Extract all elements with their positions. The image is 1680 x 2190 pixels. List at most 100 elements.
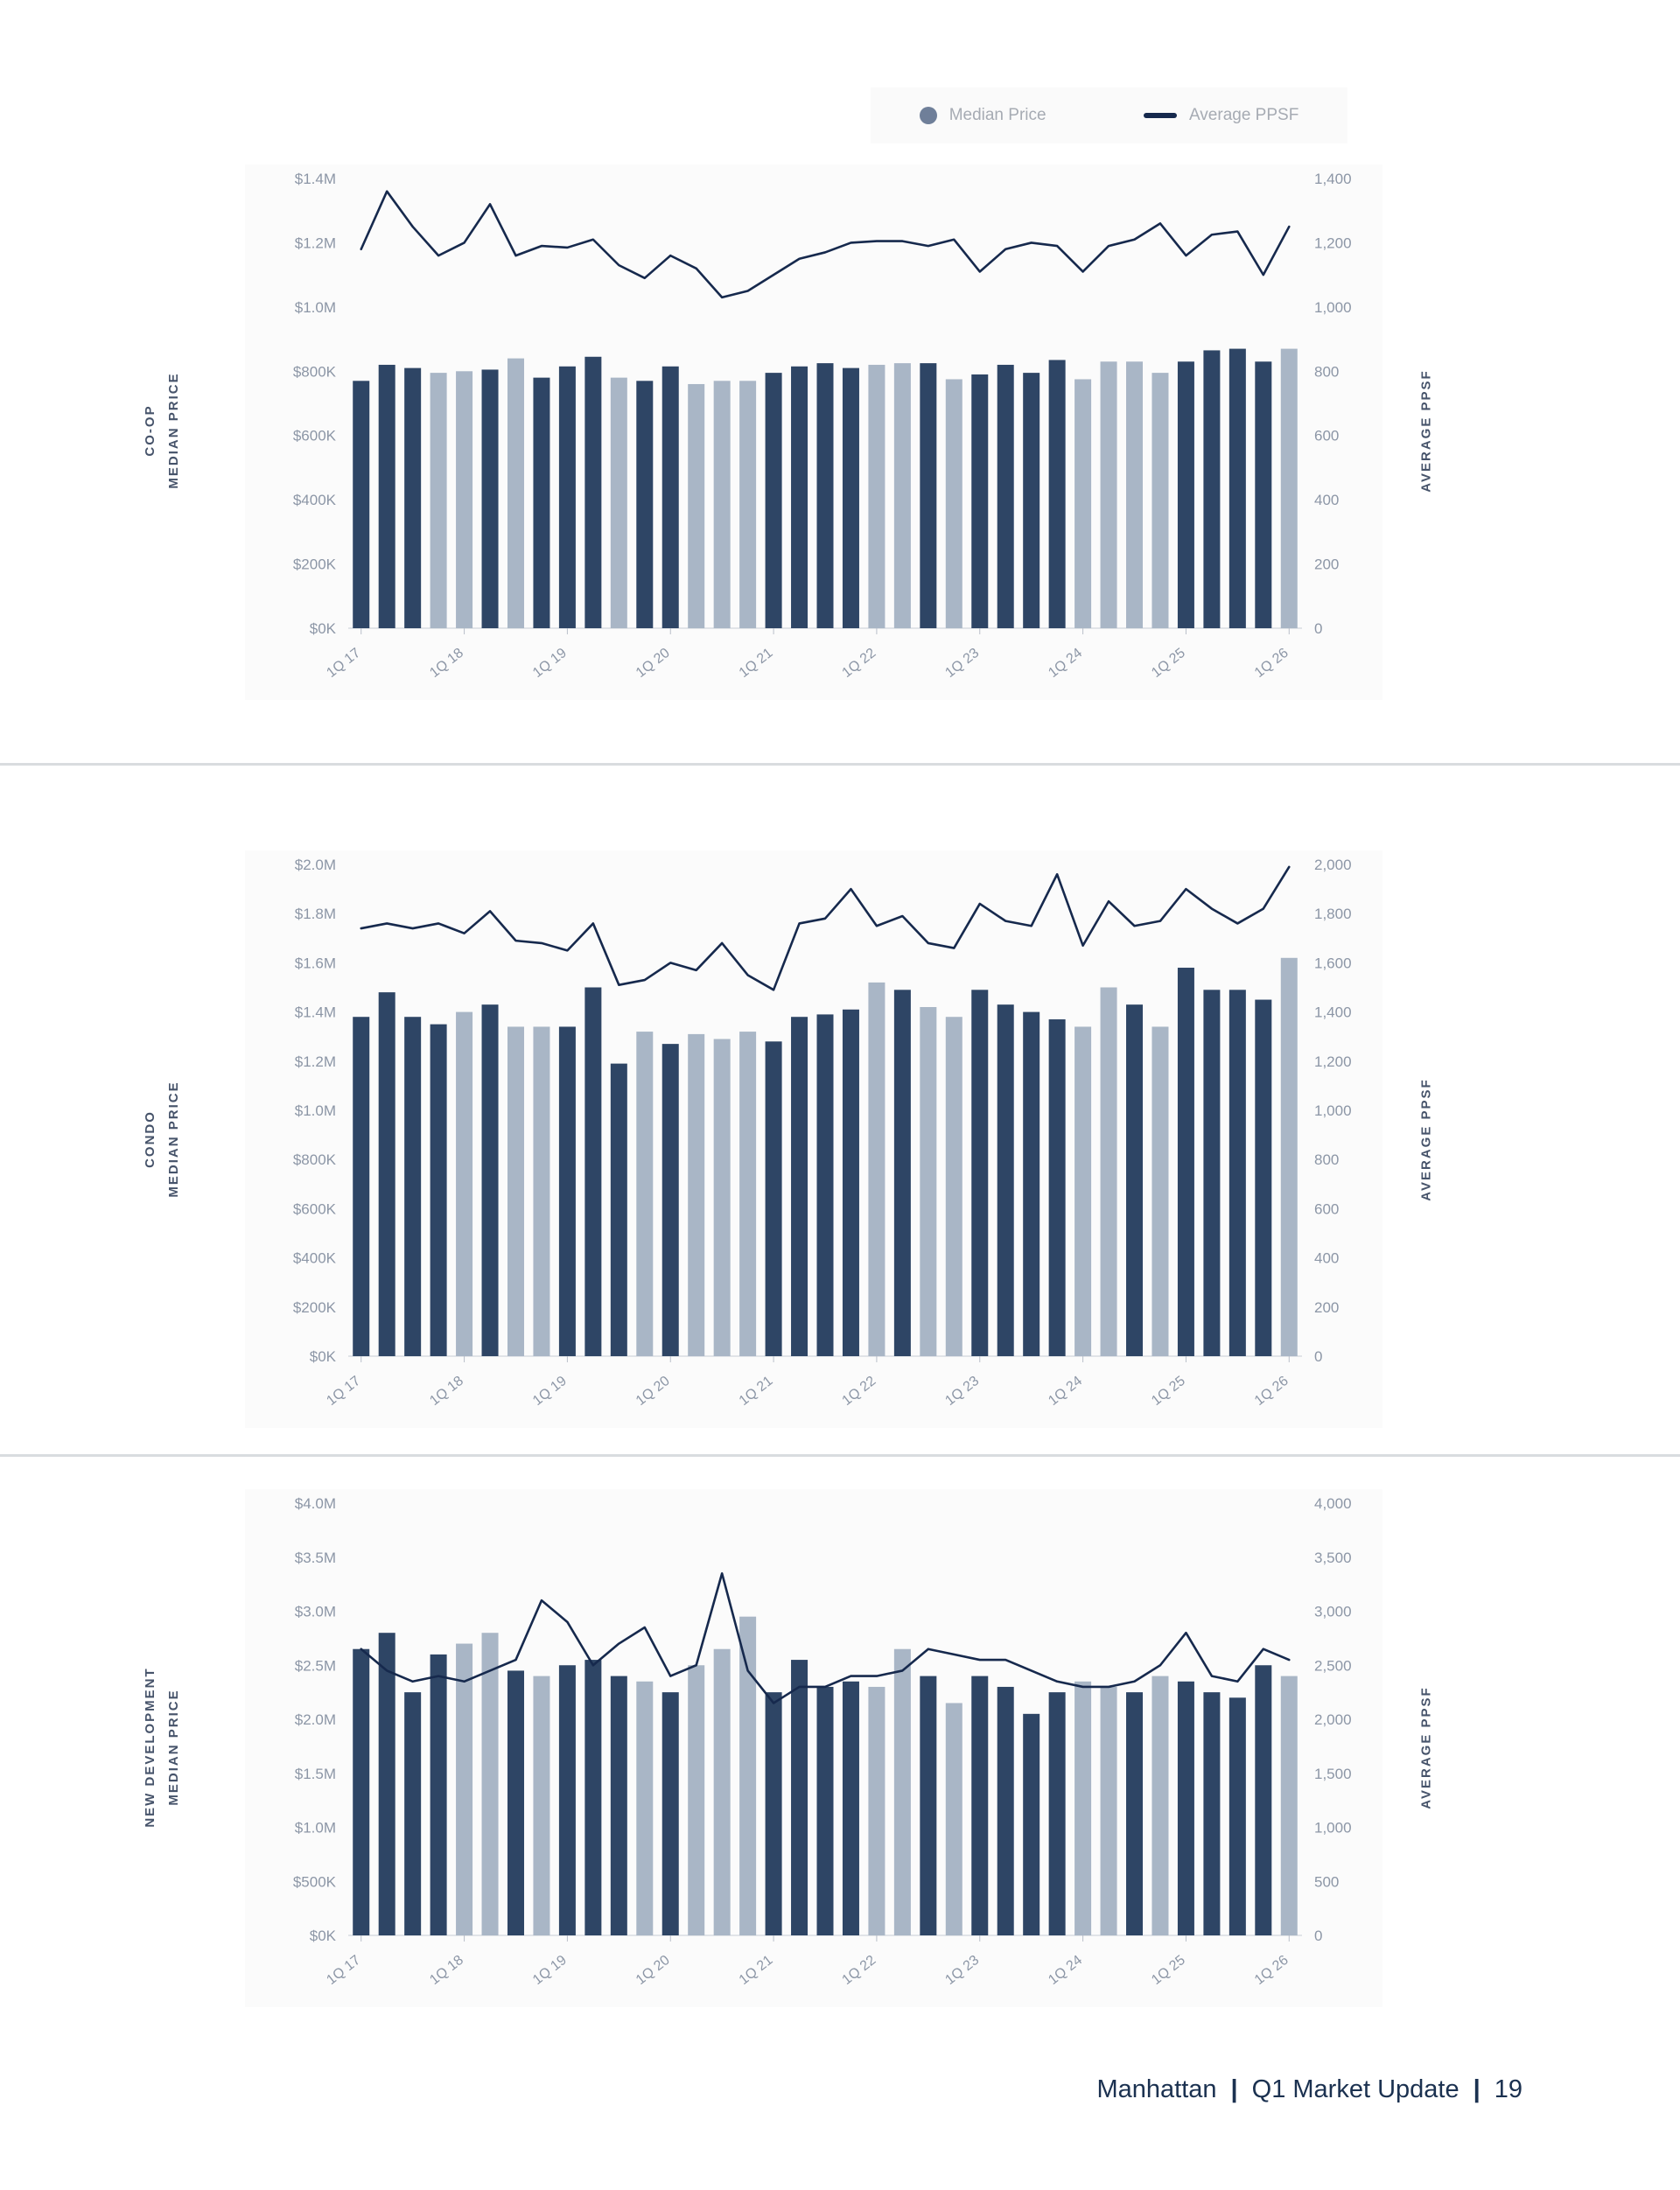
footer-market: Manhattan (1096, 2075, 1217, 2103)
right-axis-tick-label: 1,200 (1314, 1053, 1352, 1070)
condo-section-label: CONDO MEDIAN PRICE (138, 955, 186, 1323)
right-axis-tick-label: 2,500 (1314, 1657, 1352, 1674)
median-price-bar (1280, 348, 1298, 628)
median-price-bar (997, 1686, 1014, 1935)
median-price-bar (765, 1692, 782, 1935)
left-axis-tick-label: $0K (310, 1348, 337, 1365)
left-axis-tick-label: $2.0M (295, 857, 336, 873)
median-price-bar (404, 367, 422, 628)
right-axis-tick-label: 2,000 (1314, 1711, 1352, 1728)
left-axis-tick-label: $1.5M (295, 1766, 336, 1782)
left-axis-tick-label: $1.2M (295, 234, 336, 251)
median-price-bar (1074, 1681, 1092, 1935)
median-price-bar (456, 371, 473, 628)
left-axis-tick-label: $2.5M (295, 1657, 336, 1674)
median-price-bar (610, 377, 627, 628)
median-price-bar (1255, 999, 1272, 1356)
median-price-bar (1177, 1681, 1194, 1935)
median-price-bar (558, 1665, 576, 1935)
right-axis-tick-label: 1,400 (1314, 1004, 1352, 1021)
section-divider-1 (0, 763, 1680, 766)
condo-left-axis-title: MEDIAN PRICE (166, 1081, 181, 1198)
median-price-bar (971, 1676, 989, 1935)
right-axis-tick-label: 4,000 (1314, 1495, 1352, 1512)
median-price-bar (791, 366, 808, 628)
left-axis-tick-label: $4.0M (295, 1495, 336, 1512)
median-price-bar (533, 1676, 550, 1935)
footer-report-title: Q1 Market Update (1251, 2075, 1460, 2103)
median-price-bar (584, 356, 602, 628)
left-axis-tick-label: $3.5M (295, 1550, 336, 1566)
median-price-bar (404, 1692, 422, 1935)
right-axis-tick-label: 3,500 (1314, 1550, 1352, 1566)
median-price-bar (1048, 1019, 1066, 1356)
median-price-bar (1152, 1026, 1169, 1356)
left-axis-tick-label: $3.0M (295, 1604, 336, 1620)
median-price-bar (1203, 990, 1221, 1356)
median-price-bar (816, 1686, 834, 1935)
median-price-bar (1228, 990, 1246, 1356)
median-price-bar (920, 1676, 937, 1935)
median-price-dot-icon (919, 107, 937, 124)
right-axis-tick-label: 500 (1314, 1873, 1339, 1890)
newdev-left-axis-title: MEDIAN PRICE (166, 1689, 181, 1806)
median-price-bar (1152, 1676, 1169, 1935)
left-axis-tick-label: $1.0M (295, 1820, 336, 1837)
left-axis-tick-label: $1.4M (295, 1004, 336, 1021)
median-price-bar (713, 1648, 731, 1935)
newdev-right-axis-title: AVERAGE PPSF (1418, 1686, 1434, 1809)
left-axis-tick-label: $1.0M (295, 1102, 336, 1119)
chart-legend: Median Price Average PPSF (871, 87, 1348, 143)
right-axis-tick-label: 400 (1314, 1250, 1339, 1267)
right-axis-tick-label: 0 (1314, 1928, 1322, 1944)
newdev-right-axis-label: AVERAGE PPSF (1415, 1564, 1438, 1932)
median-price-bar (507, 358, 524, 628)
right-axis-tick-label: 800 (1314, 363, 1339, 380)
median-price-bar (558, 1026, 576, 1356)
median-price-bar (353, 1648, 370, 1935)
median-price-bar (713, 1039, 731, 1356)
median-price-bar (688, 1033, 705, 1356)
median-price-bar (1126, 361, 1144, 628)
right-axis-tick-label: 1,600 (1314, 955, 1352, 971)
median-price-bar (868, 982, 886, 1356)
median-price-bar (1255, 1665, 1272, 1935)
median-price-bar (791, 1660, 808, 1935)
median-price-bar (1100, 361, 1117, 628)
legend-median-price-label: Median Price (948, 106, 1046, 124)
coop-right-axis-title: AVERAGE PPSF (1418, 369, 1434, 493)
right-axis-tick-label: 3,000 (1314, 1604, 1352, 1620)
median-price-bar (533, 1026, 550, 1356)
median-price-bar (1280, 1676, 1298, 1935)
left-axis-tick-label: $0K (310, 620, 337, 637)
footer-separator-2: | (1473, 2075, 1480, 2103)
median-price-bar (920, 363, 937, 628)
median-price-bar (1126, 1004, 1144, 1356)
median-price-bar (610, 1063, 627, 1356)
median-price-bar (1152, 373, 1169, 628)
median-price-bar (688, 1665, 705, 1935)
left-axis-tick-label: $1.4M (295, 171, 336, 187)
median-price-bar (378, 364, 396, 628)
median-price-bar (765, 373, 782, 628)
right-axis-tick-label: 600 (1314, 428, 1339, 444)
median-price-bar (997, 1004, 1014, 1356)
median-price-bar (507, 1026, 524, 1356)
median-price-bar (353, 381, 370, 628)
coop-chart: $0K $200K $400K $600K $800K $1.0M $1.2M $1.4M 0 2… (245, 164, 1382, 700)
condo-right-axis-label: AVERAGE PPSF (1415, 956, 1438, 1324)
median-price-bar (945, 1017, 962, 1356)
avg-ppsf-line-icon (1143, 113, 1177, 118)
left-axis-tick-label: $400K (293, 492, 337, 508)
left-axis-tick-label: $200K (293, 1299, 337, 1316)
median-price-bar (920, 1006, 937, 1356)
coop-title: CO-OP (143, 404, 158, 457)
right-axis-tick-label: 1,400 (1314, 171, 1352, 187)
median-price-bar (353, 1017, 370, 1356)
median-price-bar (430, 373, 447, 628)
right-axis-tick-label: 200 (1314, 1299, 1339, 1316)
median-price-bar (636, 1032, 654, 1356)
right-axis-tick-label: 800 (1314, 1151, 1339, 1168)
footer-page-number: 19 (1494, 2075, 1522, 2103)
median-price-bar (558, 366, 576, 628)
